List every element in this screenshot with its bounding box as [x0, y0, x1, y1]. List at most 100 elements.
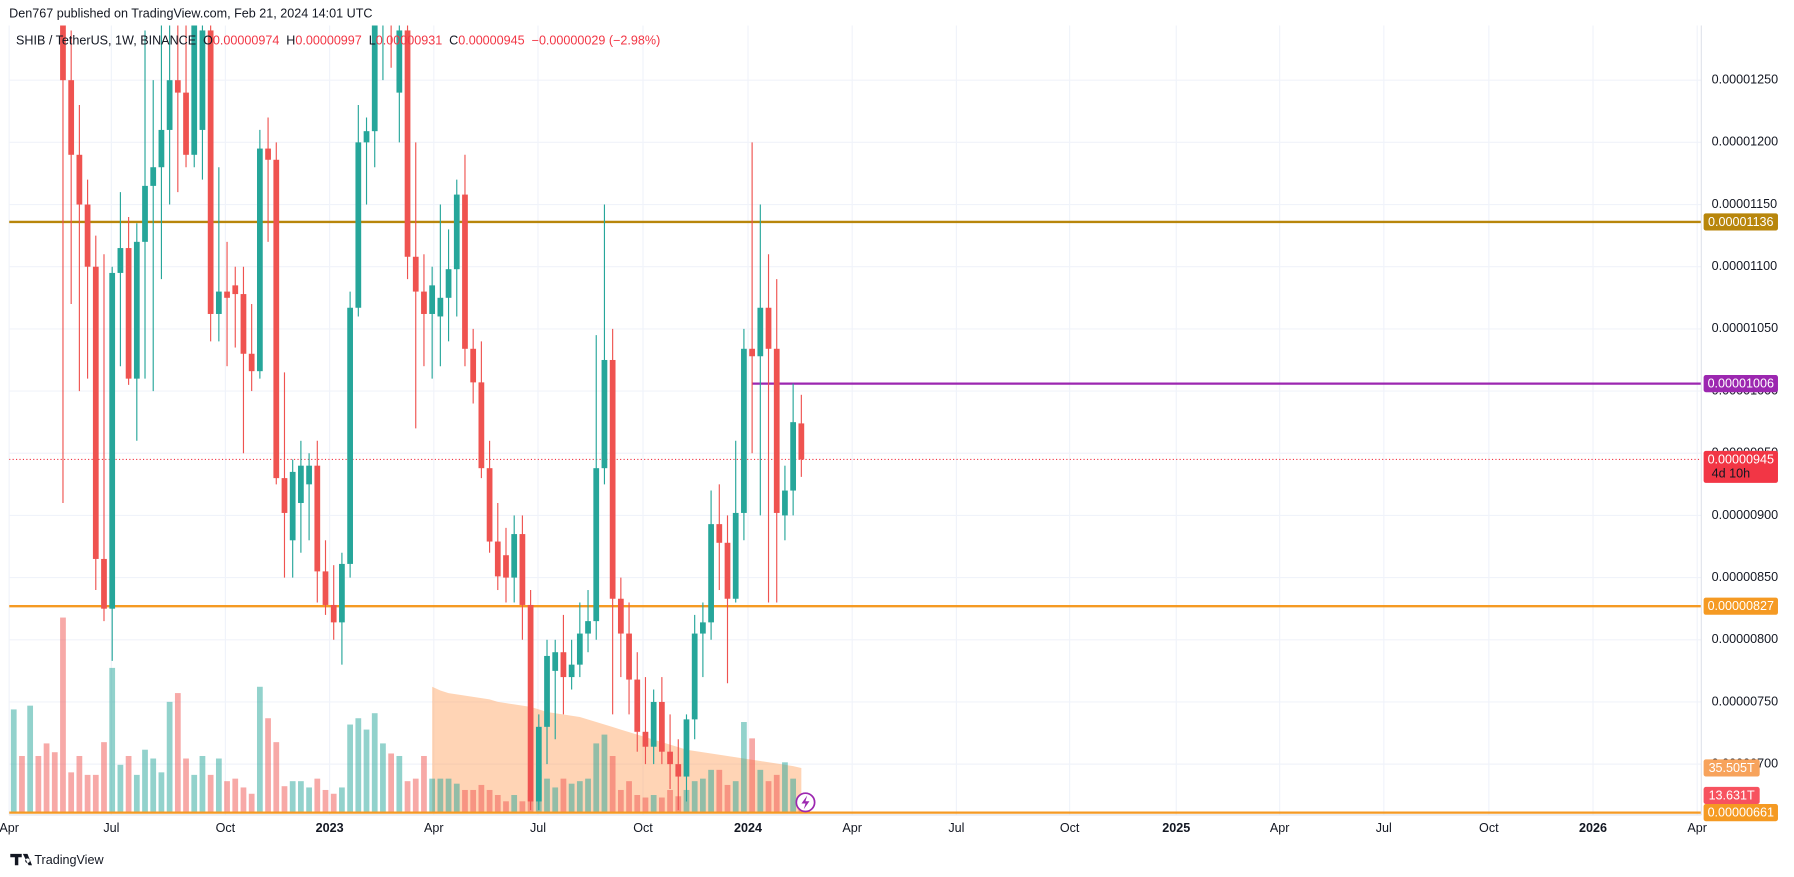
brand-logo: TradingView: [10, 853, 104, 867]
candle-body: [191, 25, 198, 155]
candle-body: [683, 719, 690, 777]
candle-body: [568, 664, 575, 678]
last-price-label: 0.00000945: [1708, 452, 1774, 466]
volume-bar: [700, 778, 706, 813]
volume-bar: [560, 778, 567, 813]
volume-bar: [256, 686, 263, 813]
volume-bar: [519, 801, 526, 813]
volume-bar: [19, 755, 25, 813]
volume-bar: [716, 769, 723, 813]
candle-body: [773, 348, 780, 513]
volume-bar: [790, 778, 797, 813]
candle-body: [371, 25, 378, 132]
alert-bolt[interactable]: [801, 795, 810, 810]
legend-key: H: [286, 34, 295, 48]
x-tick-label: Apr: [1687, 821, 1707, 835]
y-tick-label: 0.00001100: [1712, 259, 1778, 273]
x-tick-label: Oct: [216, 821, 236, 835]
volume-bar: [667, 789, 673, 813]
y-tick-label: 0.00000850: [1712, 570, 1778, 584]
candle-body: [256, 148, 263, 372]
volume-label: 35.505T: [1709, 761, 1755, 775]
volume-bar: [330, 793, 337, 813]
volume-bar: [503, 801, 509, 813]
volume-bar: [585, 778, 591, 813]
volume-bar: [544, 778, 550, 813]
candle-body: [642, 731, 649, 747]
candle-body: [732, 512, 739, 599]
candle-body: [404, 30, 411, 257]
candle-body: [675, 764, 682, 777]
candle-body: [576, 633, 583, 665]
candle-body: [224, 291, 230, 298]
volume-bar: [92, 774, 99, 813]
candle-body: [708, 524, 714, 623]
candle-body: [101, 558, 107, 609]
volume-bar: [371, 713, 378, 813]
volume-bar: [142, 749, 148, 813]
candle-body: [470, 348, 477, 383]
candle-body: [232, 285, 239, 295]
volume-bar: [765, 781, 772, 813]
candle-body: [306, 465, 312, 485]
volume-bar: [207, 774, 214, 813]
candle-body: [240, 294, 247, 354]
candle-body: [125, 248, 132, 379]
volume-bar: [306, 787, 312, 813]
volume-bar: [634, 795, 641, 813]
candle-body: [437, 297, 444, 317]
candle-body: [347, 307, 353, 564]
volume-bar: [101, 742, 107, 813]
volume-bar: [626, 781, 632, 813]
level-label: 0.00001136: [1708, 215, 1774, 229]
volume-bar: [470, 789, 477, 813]
volume-label-box: [1703, 786, 1760, 805]
volume-bar: [552, 787, 559, 813]
volume-bar: [593, 743, 600, 813]
candle-body: [445, 269, 452, 298]
y-tick-label: 0.00001200: [1712, 135, 1778, 149]
x-tick-label: 2026: [1579, 821, 1607, 835]
volume-bar: [133, 774, 140, 813]
volume-bar: [486, 789, 493, 813]
volume-bar: [232, 778, 239, 813]
candle-body: [322, 571, 329, 605]
volume-bar: [224, 781, 230, 813]
x-tick-label: Jul: [103, 821, 119, 835]
volume-bar: [298, 781, 304, 813]
x-tick-label: Oct: [1479, 821, 1499, 835]
y-tick-label: 0.00000750: [1712, 694, 1778, 708]
x-tick-label: Apr: [842, 821, 862, 835]
volume-bar: [462, 789, 468, 813]
candle-body: [724, 542, 731, 599]
candle-body: [667, 751, 673, 765]
candle-body: [109, 272, 116, 609]
candle-body: [289, 471, 296, 541]
volume-bar: [109, 667, 116, 813]
volume-bar: [84, 774, 91, 813]
x-tick-label: Apr: [424, 821, 444, 835]
candle-body: [527, 604, 534, 802]
volume-bar: [396, 755, 403, 813]
candle-body: [281, 478, 288, 513]
legend-key: C: [449, 34, 458, 48]
candle-body: [765, 307, 772, 349]
volume-bar: [322, 789, 329, 813]
candle-body: [782, 490, 788, 516]
volume-bar: [601, 734, 608, 813]
candle-body: [757, 307, 764, 357]
candle-body: [158, 129, 165, 168]
candle-body: [741, 348, 747, 513]
brand-mark: [10, 853, 33, 866]
volume-bar: [281, 786, 288, 813]
legend-symbol: SHIB / TetherUS, 1W, BINANCE: [16, 34, 196, 48]
volume-label-box: [1703, 759, 1760, 777]
candle-body: [585, 621, 591, 634]
grid: [8, 25, 1702, 815]
candle-body: [60, 25, 66, 81]
alert-icon[interactable]: [795, 792, 816, 813]
volume-bar: [437, 778, 444, 813]
volume-bar: [773, 774, 780, 813]
